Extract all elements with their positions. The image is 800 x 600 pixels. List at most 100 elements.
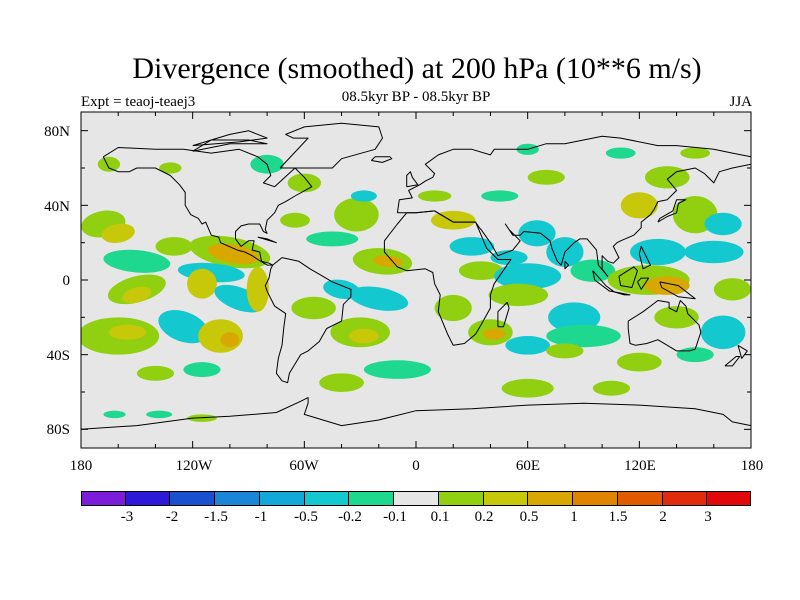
divergence-patch (644, 166, 690, 189)
coastline (627, 300, 702, 352)
coastline (370, 156, 393, 163)
coastline (724, 356, 741, 367)
colorbar-label: -0.2 (338, 509, 362, 525)
coastline (102, 147, 313, 266)
colorbar-segment (125, 491, 171, 506)
coastline (264, 257, 352, 384)
lat-label-0: 0 (62, 273, 71, 289)
coastline (611, 290, 631, 296)
divergence-patch (713, 278, 751, 301)
colorbar-label: -0.5 (294, 509, 318, 525)
coastline (637, 277, 650, 290)
divergence-patch (158, 310, 209, 344)
colorbar (81, 491, 752, 506)
coastline (659, 281, 696, 300)
lat-label-40s: 40S (46, 348, 70, 364)
divergence-patch (136, 365, 175, 381)
divergence-patch (319, 373, 364, 392)
divergence-patch (349, 328, 379, 344)
divergence-patch (434, 294, 472, 322)
divergence-patch (488, 283, 549, 307)
divergence-patch (680, 147, 711, 159)
colorbar-label: 0.2 (474, 509, 494, 525)
coastline (396, 135, 751, 277)
colorbar-label: -2 (165, 509, 179, 525)
divergence-patch (350, 190, 377, 202)
divergence-patch (103, 410, 126, 419)
coastline (383, 210, 512, 346)
lon-label-180e: 180 (740, 458, 764, 474)
lon-label-0: 0 (412, 458, 420, 474)
colorbar-label: -1 (254, 509, 268, 525)
divergence-patch (548, 302, 601, 333)
lon-label-120e: 120E (624, 458, 656, 474)
divergence-patch (183, 362, 221, 378)
divergence-patch (349, 286, 409, 311)
divergence-patch (700, 315, 746, 350)
divergence-patch (490, 250, 528, 266)
coastline (192, 130, 268, 147)
divergence-patch (101, 223, 135, 243)
colorbar-label: 0.1 (430, 509, 450, 525)
lat-label-80n: 80N (44, 124, 70, 140)
divergence-patch (483, 328, 506, 340)
divergence-patch (704, 212, 742, 236)
divergence-patch (97, 156, 121, 172)
coastline (638, 245, 651, 270)
divergence-patch (306, 231, 359, 247)
divergence-patch (505, 336, 550, 355)
period-subtitle: 08.5kyr BP - 08.5kyr BP (341, 89, 491, 105)
divergence-patch (207, 243, 260, 265)
divergence-patch (630, 238, 686, 266)
colorbar-label: -0.1 (383, 509, 407, 525)
divergence-patch (494, 263, 562, 290)
divergence-patch (605, 147, 636, 159)
colorbar-segment (170, 491, 216, 506)
divergence-patch (334, 197, 379, 232)
divergence-patch (684, 240, 744, 264)
colorbar-segment (707, 491, 752, 506)
divergence-patch (546, 324, 621, 348)
coastline (279, 122, 383, 169)
coastline (657, 199, 687, 223)
colorbar-segment (617, 491, 663, 506)
colorbar-label: -1.5 (204, 509, 228, 525)
lon-label-60e: 60E (515, 458, 541, 474)
axis-ticks (80, 112, 752, 448)
divergence-patch (146, 410, 173, 419)
coastlines (81, 122, 751, 430)
divergence-patch (187, 268, 217, 299)
coastline (192, 139, 268, 152)
lat-label-40n: 40N (44, 199, 70, 215)
divergence-patch (458, 261, 504, 280)
divergence-patch (481, 190, 519, 202)
divergence-patch (291, 296, 336, 320)
divergence-patch (287, 173, 322, 193)
lon-label-60w: 60W (289, 458, 319, 474)
colorbar-segment (662, 491, 708, 506)
colorbar-label: 2 (659, 509, 667, 525)
coastline (564, 260, 570, 270)
coastline (257, 236, 277, 244)
divergence-patch (155, 237, 193, 256)
colorbar-label: -3 (120, 509, 134, 525)
divergence-patch (644, 276, 690, 295)
colorbar-segment (259, 491, 305, 506)
divergence-field (81, 143, 751, 422)
divergence-patch (527, 169, 565, 185)
divergence-patch (570, 259, 616, 282)
colorbar-segment (215, 491, 260, 506)
divergence-patch (417, 190, 452, 202)
divergence-patch (108, 324, 147, 340)
divergence-patch (430, 210, 476, 230)
coastline (81, 397, 751, 430)
divergence-patch (103, 249, 171, 273)
plot-title: Divergence (smoothed) at 200 hPa (10**6 … (132, 52, 702, 85)
colorbar-segment (438, 491, 484, 506)
divergence-patch (220, 332, 240, 348)
divergence-patch (159, 162, 182, 174)
colorbar-segment (483, 491, 529, 506)
season-label: JJA (729, 94, 752, 110)
divergence-patch (546, 343, 584, 359)
